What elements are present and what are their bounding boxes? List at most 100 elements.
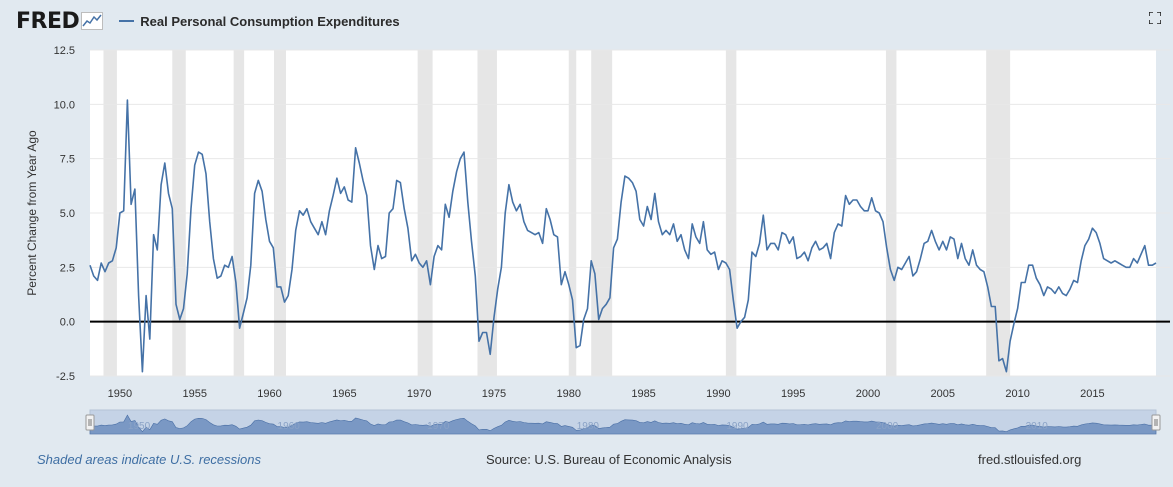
data-point[interactable] <box>694 235 698 239</box>
data-point[interactable] <box>514 209 518 213</box>
data-point[interactable] <box>148 337 152 341</box>
data-point[interactable] <box>1120 263 1124 267</box>
data-point[interactable] <box>877 211 881 215</box>
data-point[interactable] <box>1139 252 1143 256</box>
data-point[interactable] <box>193 163 197 167</box>
data-point[interactable] <box>1105 259 1109 263</box>
data-point[interactable] <box>275 285 279 289</box>
data-point[interactable] <box>750 250 754 254</box>
data-point[interactable] <box>518 202 522 206</box>
data-point[interactable] <box>604 302 608 306</box>
data-point[interactable] <box>724 261 728 265</box>
data-point[interactable] <box>496 287 500 291</box>
data-point[interactable] <box>544 207 548 211</box>
data-point[interactable] <box>1049 287 1053 291</box>
data-point[interactable] <box>567 283 571 287</box>
data-point[interactable] <box>701 220 705 224</box>
data-point[interactable] <box>903 261 907 265</box>
data-point[interactable] <box>331 194 335 198</box>
data-point[interactable] <box>802 250 806 254</box>
data-point[interactable] <box>769 241 773 245</box>
data-point[interactable] <box>320 220 324 224</box>
data-point[interactable] <box>1004 370 1008 374</box>
data-point[interactable] <box>683 248 687 252</box>
data-point[interactable] <box>294 228 298 232</box>
data-point[interactable] <box>642 224 646 228</box>
data-point[interactable] <box>167 191 171 195</box>
data-point[interactable] <box>945 248 949 252</box>
data-point[interactable] <box>144 294 148 298</box>
data-point[interactable] <box>339 191 343 195</box>
data-point[interactable] <box>95 278 99 282</box>
data-point[interactable] <box>986 285 990 289</box>
data-point[interactable] <box>836 222 840 226</box>
data-point[interactable] <box>574 346 578 350</box>
data-point[interactable] <box>1072 278 1076 282</box>
data-point[interactable] <box>470 239 474 243</box>
data-point[interactable] <box>324 233 328 237</box>
data-point[interactable] <box>462 150 466 154</box>
data-point[interactable] <box>1008 339 1012 343</box>
data-point[interactable] <box>615 237 619 241</box>
data-point[interactable] <box>585 307 589 311</box>
data-point[interactable] <box>256 178 260 182</box>
data-point[interactable] <box>772 241 776 245</box>
data-point[interactable] <box>731 298 735 302</box>
data-point[interactable] <box>870 196 874 200</box>
data-point[interactable] <box>597 317 601 321</box>
data-point[interactable] <box>847 202 851 206</box>
data-point[interactable] <box>649 218 653 222</box>
data-point[interactable] <box>455 170 459 174</box>
data-point[interactable] <box>1094 231 1098 235</box>
data-point[interactable] <box>1128 265 1132 269</box>
data-point[interactable] <box>215 276 219 280</box>
data-point[interactable] <box>671 222 675 226</box>
data-point[interactable] <box>440 248 444 252</box>
data-point[interactable] <box>1001 357 1005 361</box>
data-point[interactable] <box>260 189 264 193</box>
data-point[interactable] <box>840 224 844 228</box>
data-point[interactable] <box>103 270 107 274</box>
navigator-left-handle[interactable] <box>85 414 95 431</box>
data-point[interactable] <box>720 259 724 263</box>
data-point[interactable] <box>376 244 380 248</box>
data-point[interactable] <box>361 178 365 182</box>
data-point[interactable] <box>660 233 664 237</box>
data-point[interactable] <box>888 268 892 272</box>
data-point[interactable] <box>1117 261 1121 265</box>
data-point[interactable] <box>1068 287 1072 291</box>
data-point[interactable] <box>787 241 791 245</box>
data-point[interactable] <box>814 239 818 243</box>
data-point[interactable] <box>1124 265 1128 269</box>
data-point[interactable] <box>638 218 642 222</box>
data-point[interactable] <box>178 317 182 321</box>
data-point[interactable] <box>208 220 212 224</box>
data-point[interactable] <box>522 220 526 224</box>
data-point[interactable] <box>873 209 877 213</box>
data-point[interactable] <box>690 222 694 226</box>
data-point[interactable] <box>406 226 410 230</box>
data-point[interactable] <box>1135 261 1139 265</box>
data-point[interactable] <box>125 98 129 102</box>
series-line[interactable] <box>89 99 1157 373</box>
data-point[interactable] <box>997 359 1001 363</box>
data-point[interactable] <box>477 339 481 343</box>
data-point[interactable] <box>1087 237 1091 241</box>
data-point[interactable] <box>271 246 275 250</box>
data-point[interactable] <box>402 207 406 211</box>
data-point[interactable] <box>268 239 272 243</box>
data-point[interactable] <box>312 226 316 230</box>
data-point[interactable] <box>189 207 193 211</box>
data-point[interactable] <box>1090 226 1094 230</box>
data-point[interactable] <box>956 257 960 261</box>
data-point[interactable] <box>967 263 971 267</box>
data-point[interactable] <box>657 220 661 224</box>
data-point[interactable] <box>391 207 395 211</box>
data-point[interactable] <box>137 294 141 298</box>
data-point[interactable] <box>728 268 732 272</box>
data-point[interactable] <box>507 183 511 187</box>
data-point[interactable] <box>739 320 743 324</box>
data-point[interactable] <box>159 183 163 187</box>
data-point[interactable] <box>484 331 488 335</box>
data-point[interactable] <box>799 254 803 258</box>
